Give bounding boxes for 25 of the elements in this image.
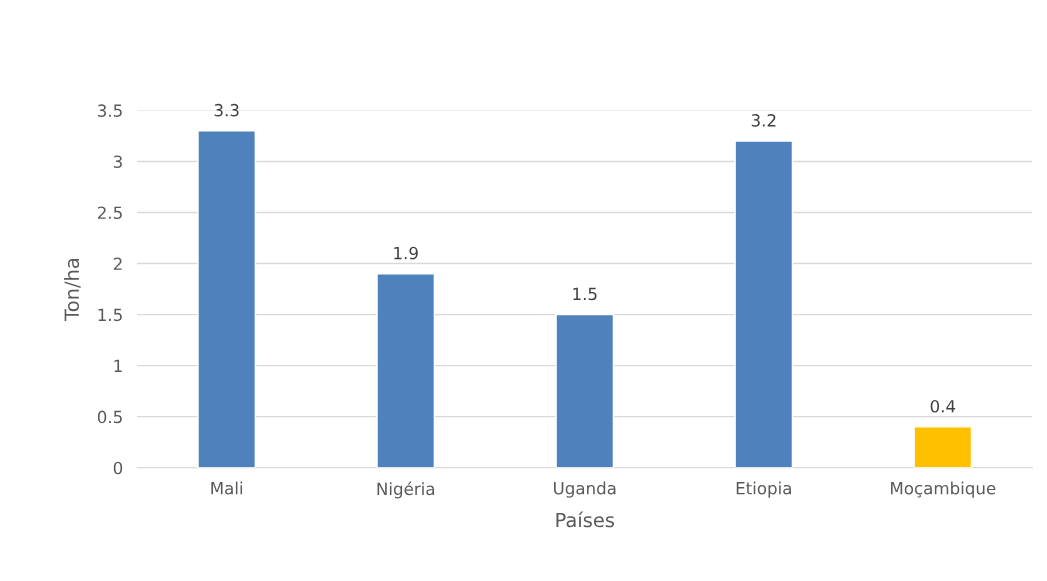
bar xyxy=(734,140,794,468)
y-tick-label: 2.5 xyxy=(97,206,122,220)
x-tick-label: Mali xyxy=(211,481,243,495)
y-tick-label: 3.5 xyxy=(98,104,122,117)
x-tick-label: Uganda xyxy=(554,481,616,498)
y-tick-label: 1.5 xyxy=(98,308,122,322)
x-tick-label: Nigéria xyxy=(377,481,435,499)
y-tick-label: 0 xyxy=(113,461,123,475)
x-tick-label: Moçambique xyxy=(891,481,996,498)
bar xyxy=(376,273,436,468)
data-label: 0.4 xyxy=(930,399,956,413)
data-label: 3.3 xyxy=(214,103,239,117)
y-tick-label: 0.5 xyxy=(97,410,122,424)
y-tick-label: 3 xyxy=(113,155,122,168)
y-tick-label: 1 xyxy=(114,359,122,372)
data-label: 1.5 xyxy=(573,287,597,301)
bar xyxy=(197,130,257,468)
data-label: 3.2 xyxy=(751,114,776,127)
bar xyxy=(913,426,973,468)
y-tick-label: 2 xyxy=(113,257,122,270)
x-tick-label: Etiopia xyxy=(736,481,791,498)
x-axis-title: Países xyxy=(556,511,614,528)
y-axis-title: Ton/ha xyxy=(64,259,81,321)
bar xyxy=(555,313,615,468)
data-label: 1.9 xyxy=(394,246,418,260)
